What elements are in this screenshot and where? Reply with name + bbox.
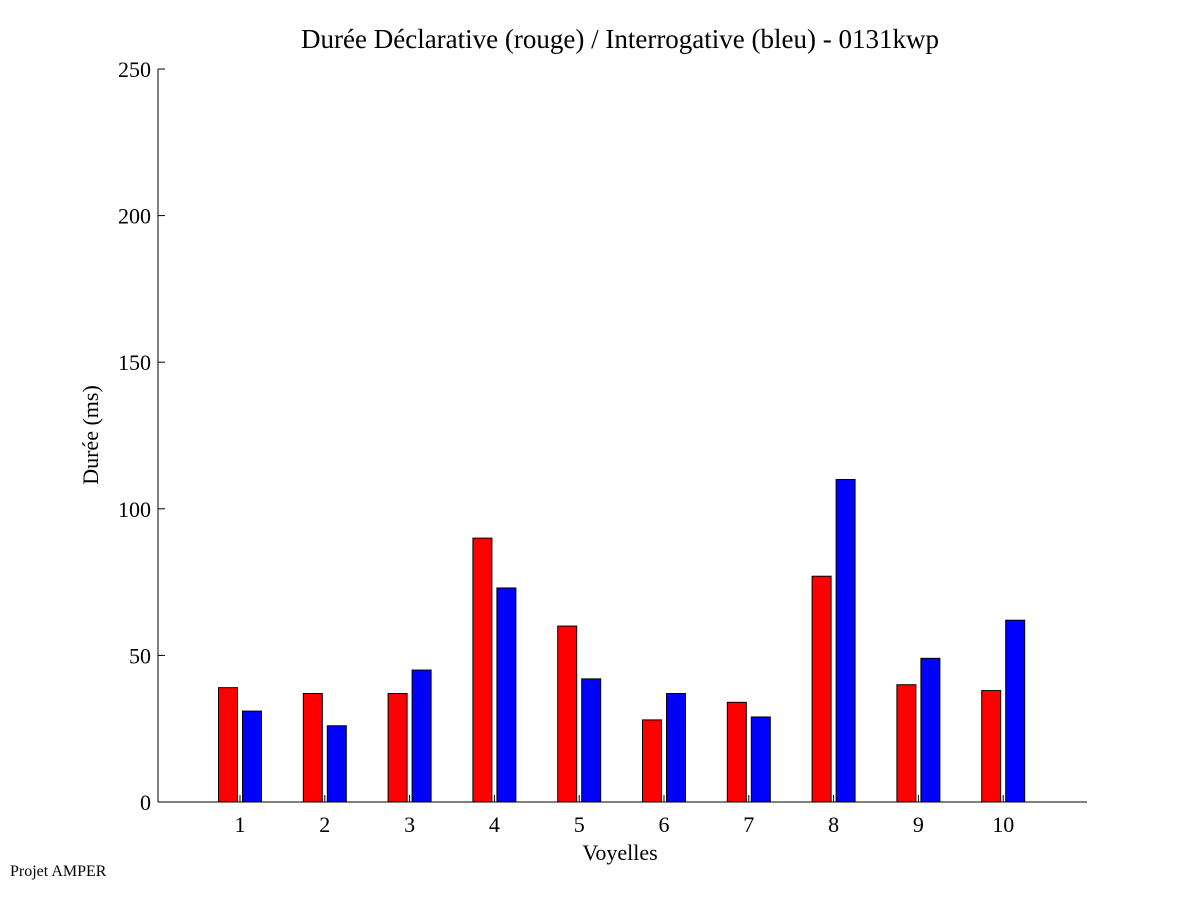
x-tick-label: 8 xyxy=(828,812,839,837)
y-tick-label: 150 xyxy=(118,350,151,375)
y-tick-label: 50 xyxy=(129,643,151,668)
y-axis-label-group: Durée (ms) xyxy=(78,385,103,485)
x-tick-label: 1 xyxy=(235,812,246,837)
x-tick-label: 3 xyxy=(404,812,415,837)
bars xyxy=(218,478,1026,803)
bar-series-2-2 xyxy=(326,725,347,803)
chart-title: Durée Déclarative (rouge) / Interrogativ… xyxy=(301,24,939,54)
bar-series-2-5 xyxy=(581,678,602,803)
bar-series-2-7 xyxy=(750,716,771,803)
bar-series-1-4 xyxy=(472,537,493,803)
bar-series-1-3 xyxy=(387,693,408,803)
y-ticks: 0 50 100 150 200 250 xyxy=(118,57,165,815)
bar-series-1-1 xyxy=(218,687,238,803)
y-axis-label: Durée (ms) xyxy=(78,385,103,485)
bar-series-2-10 xyxy=(1005,619,1026,803)
x-axis-label: Voyelles xyxy=(582,840,657,865)
x-tick-label: 5 xyxy=(574,812,585,837)
bar-series-2-9 xyxy=(920,657,941,803)
x-tick-label: 6 xyxy=(659,812,670,837)
bar-series-1-2 xyxy=(302,693,323,803)
y-tick-label: 0 xyxy=(140,790,151,815)
bar-series-1-7 xyxy=(726,701,747,803)
x-ticks: 1 2 3 4 5 6 7 8 9 10 xyxy=(235,795,1014,837)
bar-series-2-3 xyxy=(411,669,432,803)
footer-note: Projet AMPER xyxy=(10,863,107,880)
bar-series-1-5 xyxy=(557,625,578,803)
x-tick-label: 7 xyxy=(743,812,754,837)
x-tick-label: 2 xyxy=(319,812,330,837)
bar-series-2-6 xyxy=(666,693,686,803)
y-tick-label: 200 xyxy=(118,204,151,229)
bar-series-2-8 xyxy=(835,478,856,803)
bar-series-2-4 xyxy=(496,587,517,803)
bar-series-1-10 xyxy=(981,690,1002,803)
x-tick-label: 10 xyxy=(992,812,1014,837)
y-tick-label: 100 xyxy=(118,497,151,522)
axes xyxy=(157,69,1087,803)
bar-series-1-6 xyxy=(642,719,662,803)
y-tick-label: 250 xyxy=(118,57,151,82)
bar-series-1-9 xyxy=(896,684,917,803)
x-tick-label: 4 xyxy=(489,812,500,837)
bar-series-2-1 xyxy=(242,710,262,803)
bar-series-1-8 xyxy=(811,575,832,803)
x-tick-label: 9 xyxy=(913,812,924,837)
